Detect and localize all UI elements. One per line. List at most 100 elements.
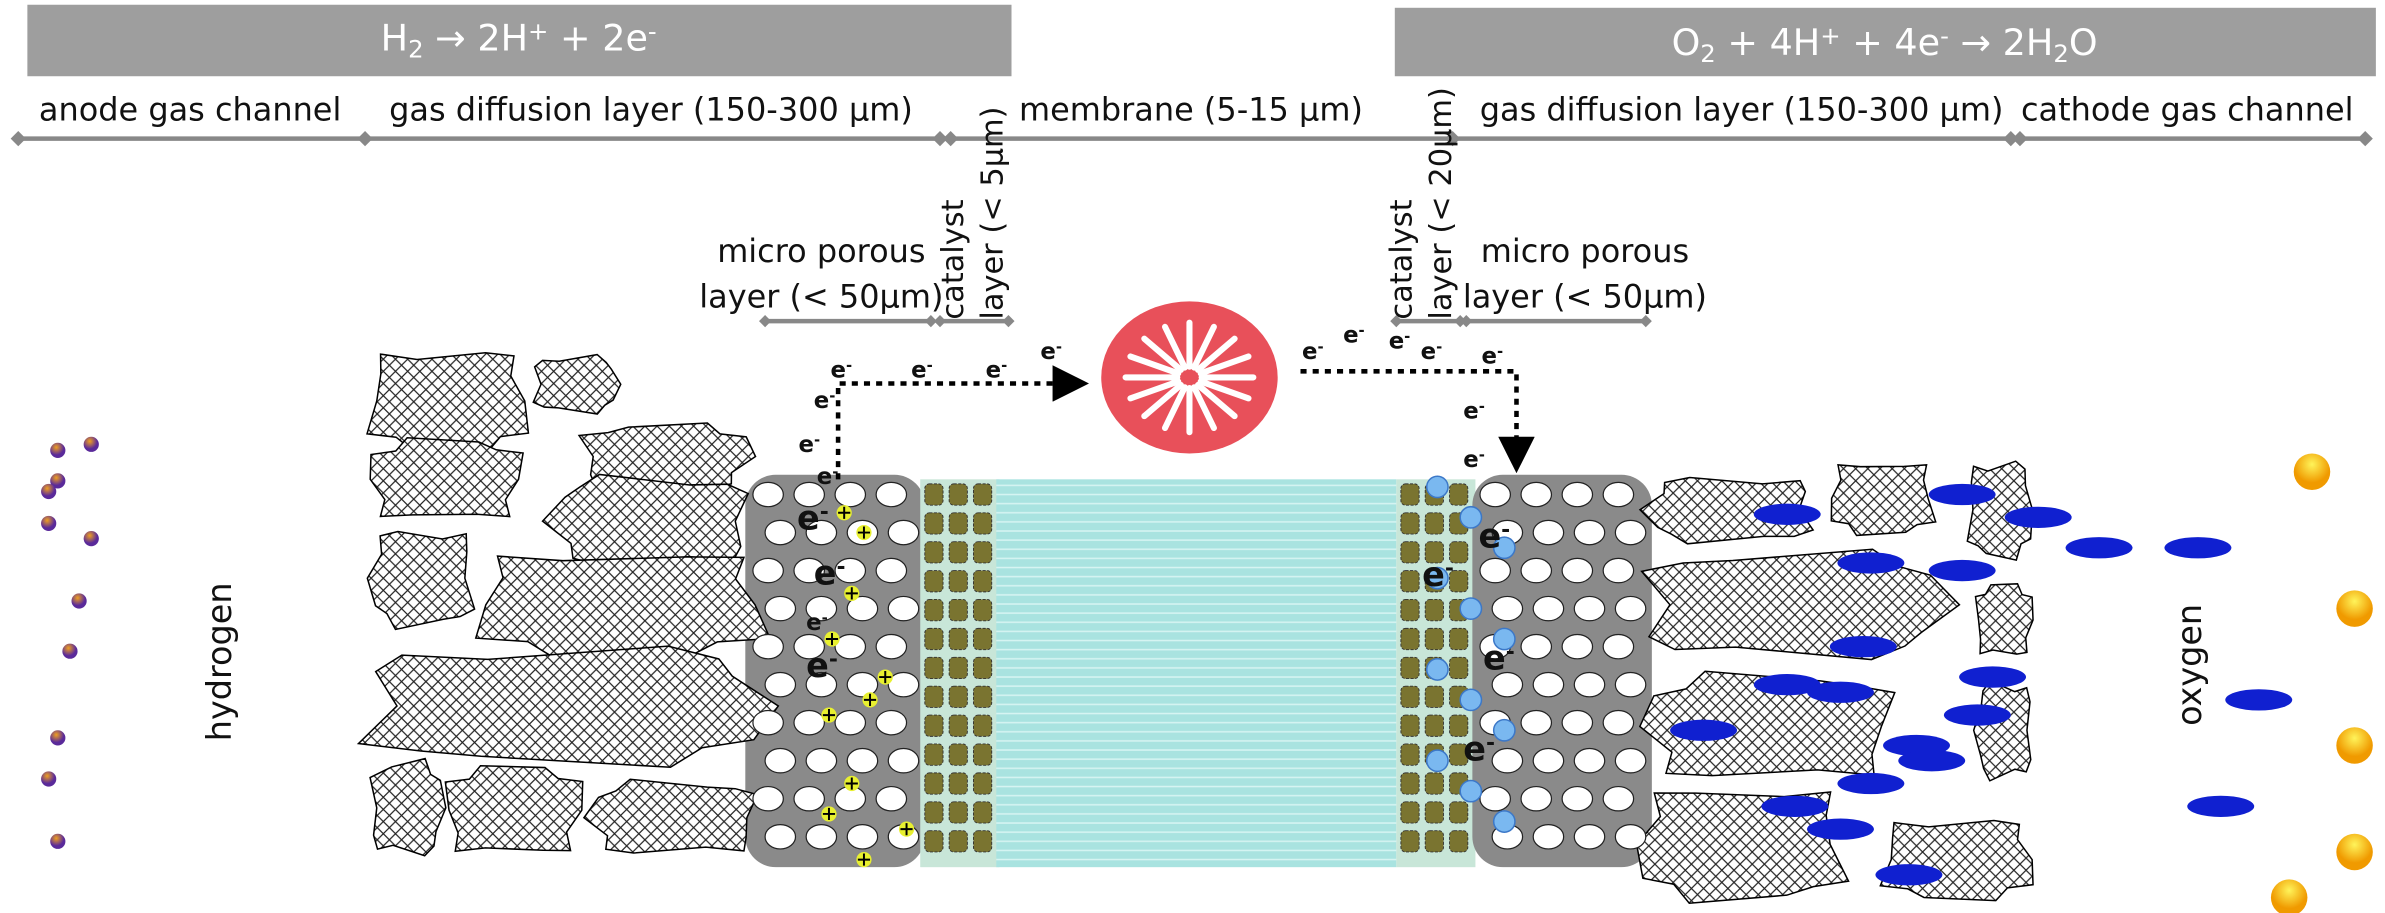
mpl-pore [876, 711, 906, 735]
mpl-pore [765, 520, 795, 544]
oxygen-molecule [2336, 590, 2373, 627]
mpl-pore [835, 482, 865, 506]
electron-charge: - [829, 387, 835, 404]
species-label: oxygen [2170, 604, 2209, 726]
sublayer-label: micro porous [717, 232, 925, 270]
catalyst-particle [949, 773, 967, 794]
gdl-fiber [367, 531, 474, 629]
electron: e- [1481, 343, 1503, 370]
electron-charge: - [820, 500, 829, 525]
catalyst-particle [1450, 628, 1468, 649]
electron-charge: - [1479, 447, 1485, 464]
catalyst-particle [925, 715, 943, 736]
mpl-pore [765, 749, 795, 773]
oxygen-molecule [2271, 879, 2308, 913]
species-label: hydrogen [200, 582, 239, 741]
mpl-pore [1615, 825, 1645, 849]
water [2164, 537, 2231, 558]
hydrogen-molecule [41, 516, 56, 531]
electron-path-anode [838, 383, 1080, 479]
catalyst-particle [973, 484, 991, 505]
catalyst-particle [1401, 802, 1419, 823]
reaction-part: 2 [408, 35, 423, 64]
electron: e- [1463, 398, 1485, 425]
oxygen-molecule [2294, 453, 2331, 490]
electron-charge: - [1056, 339, 1062, 356]
catalyst-particle [925, 484, 943, 505]
mpl-pore [1562, 482, 1592, 506]
gdl-fiber [359, 646, 779, 767]
water [2066, 537, 2133, 558]
catalyst-particle [1401, 628, 1419, 649]
electron-charge: - [1501, 518, 1510, 543]
catalyst-particle [1401, 484, 1419, 505]
electron-symbol: e [1389, 329, 1404, 355]
electron-symbol: e [797, 499, 820, 538]
mpl-pore [1480, 558, 1510, 582]
water [1807, 682, 1874, 703]
mpl-pore [753, 634, 783, 658]
mpl-pore [1603, 787, 1633, 811]
catalyst-particle [1425, 686, 1443, 707]
oxygen-cluster [1460, 598, 1481, 619]
water [1761, 796, 1828, 817]
catalyst-particle [1425, 599, 1443, 620]
hydrogen-molecule [50, 834, 65, 849]
mpl-pore [847, 749, 877, 773]
electron-charge: - [927, 357, 933, 374]
catalyst-particle [949, 542, 967, 563]
water [1875, 864, 1942, 885]
mpl-pore [1574, 749, 1604, 773]
mpl-pore [1574, 596, 1604, 620]
reaction-part: 2 [2053, 39, 2068, 68]
hydrogen-molecule [71, 593, 86, 608]
catalyst-particle [949, 744, 967, 765]
membrane [996, 479, 1396, 867]
electron-charge: - [1479, 398, 1485, 415]
catalyst-particle [973, 657, 991, 678]
mpl-pore [1562, 558, 1592, 582]
dimension-tick [2358, 131, 2373, 146]
mpl-pore [1492, 749, 1522, 773]
catalyst-particle [949, 802, 967, 823]
sublayer-tick [759, 315, 771, 327]
catalyst-particle [925, 773, 943, 794]
catalyst-particle [973, 802, 991, 823]
mpl-pore [1603, 711, 1633, 735]
water [2005, 507, 2072, 528]
electron-charge: - [836, 554, 845, 579]
mpl-pore [888, 596, 918, 620]
mpl-pore [1521, 558, 1551, 582]
gdl-fiber [543, 474, 749, 565]
electron-symbol: e [1463, 730, 1486, 769]
mpl-pore [1533, 825, 1563, 849]
mpl-pore [1603, 558, 1633, 582]
electron-charge: - [1359, 322, 1365, 339]
water [1830, 636, 1897, 657]
catalyst-particle [1401, 571, 1419, 592]
mpl-pore [1574, 825, 1604, 849]
catalyst-particle [973, 744, 991, 765]
gdl-fiber [533, 355, 620, 414]
sublayer-label: micro porous [1481, 232, 1689, 270]
catalyst-particle [1450, 484, 1468, 505]
catalyst-particle [925, 744, 943, 765]
electron-symbol: e [1463, 398, 1478, 424]
sublayer-label: catalyst [1385, 199, 1420, 319]
mpl-pore [888, 672, 918, 696]
electron-symbol: e [1463, 447, 1478, 473]
sublayer-label: layer (< 50µm) [699, 277, 943, 315]
hydrogen-molecule [84, 437, 99, 452]
electron-charge: - [1317, 339, 1323, 356]
electron: e- [799, 431, 821, 457]
mpl-pore [1615, 520, 1645, 544]
water [2225, 689, 2292, 710]
electron-symbol: e [1483, 638, 1506, 677]
mpl-pore [794, 787, 824, 811]
water [1929, 484, 1996, 505]
gdl-fiber [476, 556, 770, 657]
water [1837, 552, 1904, 573]
mpl-pore [1480, 482, 1510, 506]
catalyst-particle [1401, 686, 1419, 707]
mpl-pore [888, 749, 918, 773]
